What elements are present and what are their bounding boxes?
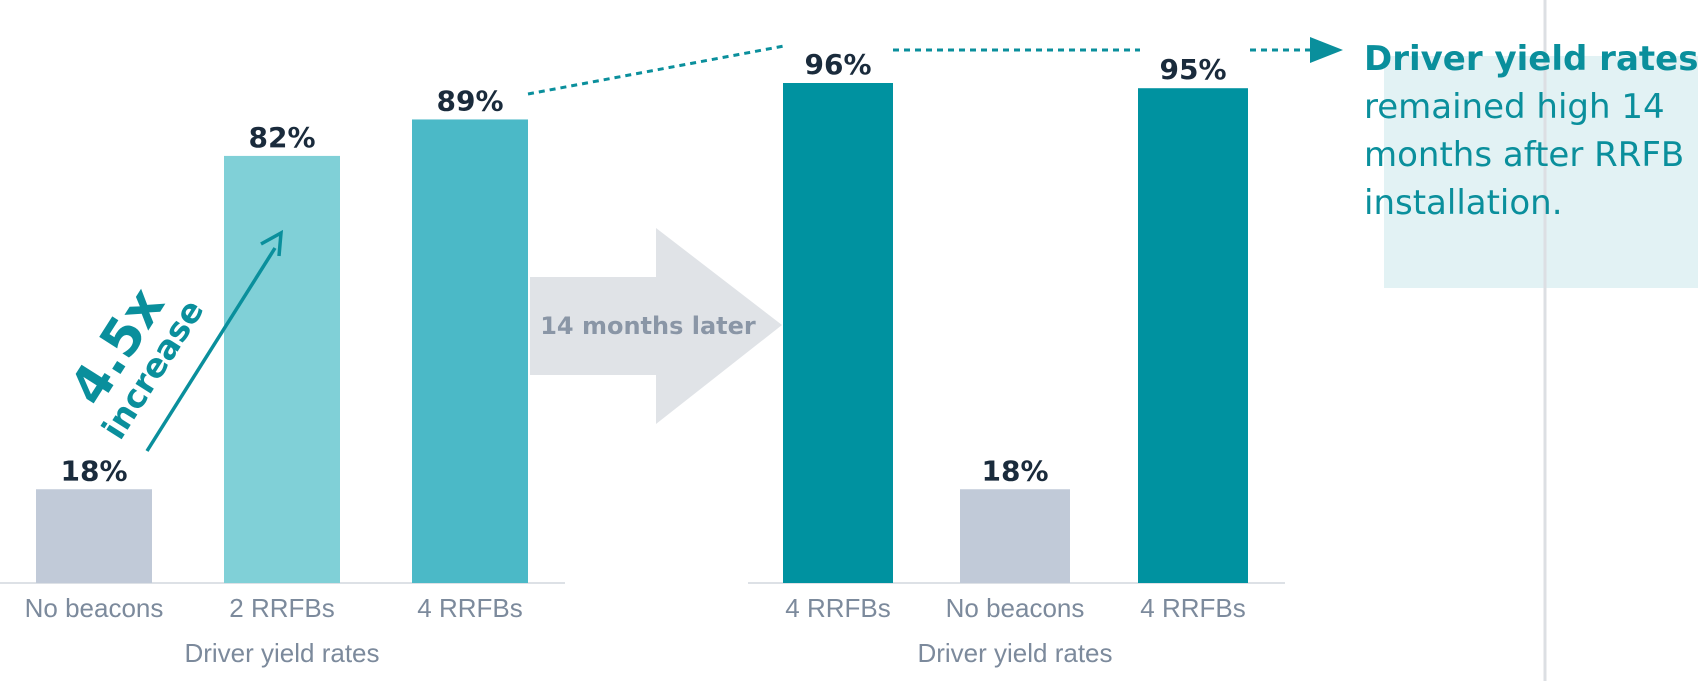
increase-arrow-line xyxy=(145,247,277,452)
bar-value-label: 82% xyxy=(248,121,315,154)
category-label: 4 RRFBs xyxy=(417,593,522,623)
chart-after-xlabel: Driver yield rates xyxy=(917,638,1112,668)
bar-value-label: 89% xyxy=(436,84,503,117)
connector-lines xyxy=(527,37,1343,96)
category-label: No beacons xyxy=(946,593,1085,623)
bar-value-label: 18% xyxy=(60,454,127,487)
category-label: 4 RRFBs xyxy=(1140,593,1245,623)
category-label: 4 RRFBs xyxy=(785,593,890,623)
transition-label: 14 months later xyxy=(540,312,756,340)
category-label: No beacons xyxy=(25,593,164,623)
increase-arrow-head-icon xyxy=(260,229,284,257)
bar xyxy=(783,83,893,583)
bar-value-label: 18% xyxy=(981,454,1048,487)
bar-value-label: 95% xyxy=(1159,53,1226,86)
bar-value-label: 96% xyxy=(804,48,871,81)
callout-background xyxy=(1384,56,1698,288)
callout-line-3: installation. xyxy=(1364,183,1563,223)
bar xyxy=(36,489,152,583)
transition-arrow: 14 months later xyxy=(530,228,782,424)
category-label: 2 RRFBs xyxy=(229,593,334,623)
callout-line-2: months after RRFB xyxy=(1364,135,1684,175)
connector-before-to-after xyxy=(527,44,785,96)
bar xyxy=(960,489,1070,583)
transition-arrow-icon xyxy=(530,228,782,424)
bar xyxy=(412,119,528,583)
callout-line-1: remained high 14 xyxy=(1364,87,1665,127)
connector-arrow-head-icon xyxy=(1310,37,1343,63)
chart-before: 18% No beacons 82% 2 RRFBs 89% 4 RRFBs Driver… xyxy=(0,84,565,668)
chart-after: 96% 4 RRFBs 18% No beacons 95% 4 RRFBs Driver… xyxy=(748,48,1285,668)
bar xyxy=(1138,88,1248,583)
callout: Driver yield rates remained high 14 mont… xyxy=(1364,39,1698,223)
chart-before-xlabel: Driver yield rates xyxy=(184,638,379,668)
bar xyxy=(224,155,340,583)
callout-title: Driver yield rates xyxy=(1364,39,1698,79)
